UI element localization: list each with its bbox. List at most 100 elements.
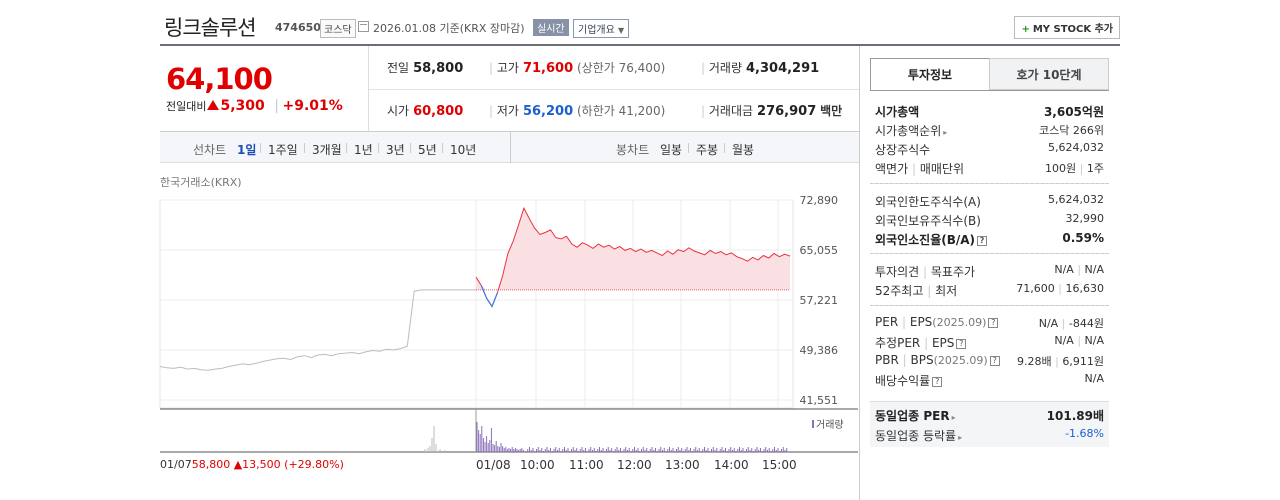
prev-change: 13,500 xyxy=(242,458,281,471)
chart-source: 한국거래소(KRX) xyxy=(160,176,242,189)
my-stock-add-button[interactable]: + MY STOCK 추가 xyxy=(1014,16,1120,39)
tab-weekly-candle[interactable]: 주봉 xyxy=(696,143,719,157)
per-value: N/A xyxy=(1038,317,1059,330)
change-amount: 5,300 xyxy=(220,98,265,114)
open-value: 60,800 xyxy=(413,104,464,119)
tab-1day[interactable]: 1일 xyxy=(237,143,257,157)
foreign-limit-value: 5,624,032 xyxy=(1048,193,1104,206)
foreign-hold-label: 외국인보유주식수(B) xyxy=(875,214,981,228)
tab-1week[interactable]: 1주일 xyxy=(268,143,298,157)
today-price-line xyxy=(475,206,791,308)
bps-value: 6,911원 xyxy=(1062,355,1104,368)
est-eps-value: N/A xyxy=(1084,334,1104,347)
dividend-label: 배당수익률 xyxy=(875,374,931,388)
current-price-box: 64,100 전일대비 5,300 | +9.01% xyxy=(160,46,369,132)
help-icon[interactable]: ? xyxy=(989,356,1000,366)
tab-3month[interactable]: 3개월 xyxy=(312,143,342,157)
high-value: 71,600 xyxy=(522,61,574,76)
x-tick-label: 13:00 xyxy=(665,458,700,472)
tab-3year[interactable]: 3년 xyxy=(386,143,405,157)
prev-price: 58,800 xyxy=(191,458,231,471)
y-tick-label: 65,055 xyxy=(800,244,839,257)
change-percent: +9.01% xyxy=(282,98,343,114)
tab-daily-candle[interactable]: 일봉 xyxy=(660,143,683,157)
eps-value: -844원 xyxy=(1068,317,1104,330)
prev-day-price-line xyxy=(159,289,476,371)
tab-monthly-candle[interactable]: 월봉 xyxy=(732,143,755,157)
pbr-bps-row: PBR | BPS(2025.09)? 9.28배 | 6,911원 xyxy=(875,353,1104,368)
help-icon[interactable]: ? xyxy=(956,339,967,349)
bps-period: (2025.09) xyxy=(933,354,988,367)
x-tick-label: 14:00 xyxy=(714,458,749,472)
low-cell: | 저가 56,200 (하한가 41,200) xyxy=(489,104,666,119)
realtime-button[interactable]: 실시간 xyxy=(533,19,569,36)
tab-1year[interactable]: 1년 xyxy=(354,143,373,157)
opinion-row: 투자의견 | 목표주가 N/A | N/A xyxy=(875,263,1104,279)
sector-box: 동일업종 PER ▸ 101.89배 동일업종 등락률 ▸ -1.68% xyxy=(870,401,1109,447)
eps-period: (2025.09) xyxy=(932,316,987,329)
market-cap-value: 3,605억원 xyxy=(1043,105,1104,119)
y-tick-label: 57,221 xyxy=(800,294,839,307)
market-cap-label: 시가총액 xyxy=(875,105,920,119)
per-eps-row: PER | EPS(2025.09)? N/A | -844원 xyxy=(875,315,1104,330)
x-tick-label: 10:00 xyxy=(520,458,555,472)
est-per-row: 추정PER | EPS? N/A | N/A xyxy=(875,334,1104,350)
eps-label: EPS xyxy=(909,315,933,329)
chevron-right-icon: ▸ xyxy=(958,433,963,442)
company-info-dropdown[interactable]: 기업개요 ▼ xyxy=(573,19,630,38)
amount-cell: | 거래대금 276,907 백만 xyxy=(701,104,843,119)
foreign-rate-label: 외국인소진율(B/A) xyxy=(875,233,976,247)
prev-date: 01/07 xyxy=(160,458,192,471)
prev-close-cell: 전일 58,800 xyxy=(387,59,463,102)
tab-invest-info[interactable]: 투자정보 xyxy=(870,58,990,90)
foreign-rate-row: 외국인소진율(B/A)? 0.59% xyxy=(875,231,1104,249)
cap-rank-label[interactable]: 시가총액순위 ▸ xyxy=(875,122,947,139)
help-icon[interactable]: ? xyxy=(988,318,999,328)
foreign-hold-row: 외국인보유주식수(B) 32,990 xyxy=(875,212,1104,230)
tab-10year[interactable]: 10년 xyxy=(450,143,477,157)
today-price-area xyxy=(476,208,790,290)
unit-value: 1주 xyxy=(1086,162,1104,175)
sector-per-row: 동일업종 PER ▸ 101.89배 xyxy=(875,407,1104,425)
prev-pct: (+29.80%) xyxy=(284,458,344,471)
pbr-value: 9.28배 xyxy=(1017,355,1052,368)
high-cell: | 고가 71,600 (상한가 76,400) xyxy=(489,61,666,76)
foreign-hold-value: 32,990 xyxy=(1065,212,1105,225)
right-tabs: 투자정보 호가 10단계 xyxy=(870,58,1109,90)
shares-value: 5,624,032 xyxy=(1048,141,1104,154)
invest-info-panel: 시가총액 3,605억원 시가총액순위 ▸ 코스닥 266위 상장주식수 5,62… xyxy=(870,90,1109,447)
est-per-value: N/A xyxy=(1054,334,1074,347)
par-unit-row: 액면가 | 매매단위 100원 | 1주 xyxy=(875,162,1104,176)
tab-orderbook[interactable]: 호가 10단계 xyxy=(989,58,1109,90)
stock-code: 474650 xyxy=(275,21,321,34)
volume-legend-label: 거래량 xyxy=(816,420,844,431)
sector-chg-row: 동일업종 등락률 ▸ -1.68% xyxy=(875,427,1104,445)
y-tick-label: 72,890 xyxy=(800,194,839,207)
tab-5year[interactable]: 5년 xyxy=(418,143,437,157)
up-triangle-icon xyxy=(207,100,220,110)
stock-name: 링크솔루션 xyxy=(164,16,257,40)
change-label: 전일대비 xyxy=(166,100,207,113)
chevron-right-icon: ▸ xyxy=(943,128,948,137)
today-below-prev-line xyxy=(480,285,498,308)
sector-chg-link[interactable]: 동일업종 등락률 ▸ xyxy=(875,427,962,444)
target-label: 목표주가 xyxy=(930,265,976,279)
lower-limit: (하한가 41,200) xyxy=(576,104,666,118)
volume-cell: | 거래량 4,304,291 xyxy=(701,61,820,76)
per-label: PER xyxy=(875,315,899,329)
line-chart-label: 선차트 xyxy=(193,143,227,157)
w52-low-value: 16,630 xyxy=(1065,282,1105,295)
help-icon[interactable]: ? xyxy=(977,236,988,246)
shares-label: 상장주식수 xyxy=(875,143,931,157)
stock-header: 링크솔루션 474650 코스닥 2026.01.08 기준(KRX 장마감) … xyxy=(160,8,1120,46)
est-eps-label: EPS xyxy=(931,336,955,350)
my-stock-label: MY STOCK 추가 xyxy=(1032,24,1113,35)
sector-per-link[interactable]: 동일업종 PER ▸ xyxy=(875,407,956,424)
help-icon[interactable]: ? xyxy=(932,377,943,387)
low-value: 56,200 xyxy=(522,104,574,119)
foreign-limit-label: 외국인한도주식수(A) xyxy=(875,195,981,209)
candle-chart-label: 봉차트 xyxy=(616,143,650,157)
chevron-down-icon: ▼ xyxy=(618,26,625,35)
volume-value: 4,304,291 xyxy=(746,61,820,76)
